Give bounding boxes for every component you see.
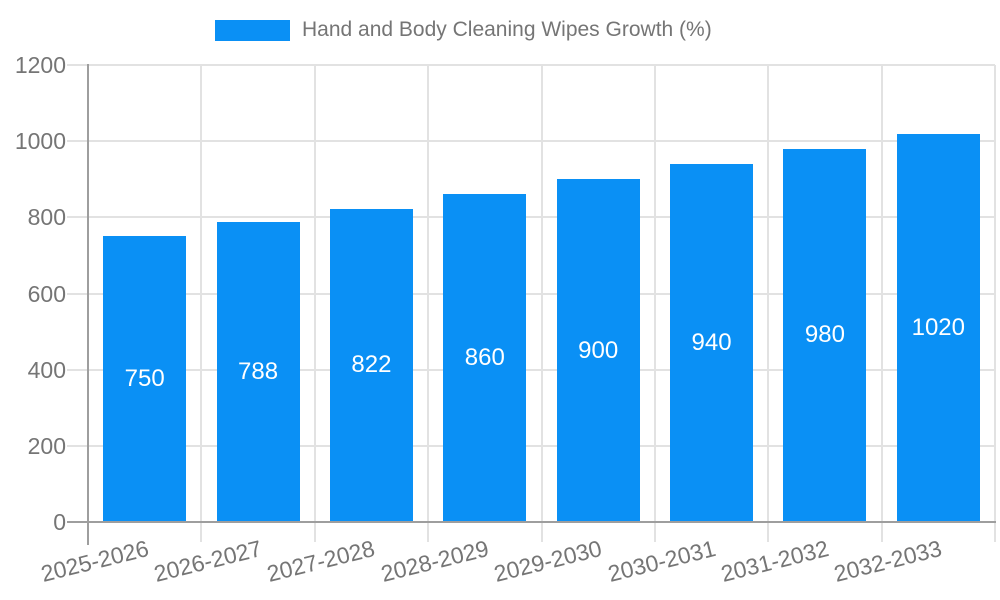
bar-value-label: 822 — [351, 351, 392, 379]
bar-value-label: 788 — [238, 357, 279, 385]
y-axis-tick-label: 800 — [27, 204, 66, 231]
bar-value-label: 900 — [578, 336, 619, 364]
h-gridline — [67, 140, 995, 143]
legend-label: Hand and Body Cleaning Wipes Growth (%) — [302, 18, 712, 41]
x-axis-tick-label: 2030-2031 — [604, 535, 718, 587]
h-gridline — [67, 368, 995, 371]
x-axis-tick-label: 2025-2026 — [37, 535, 151, 587]
bar[interactable]: 788 — [216, 221, 300, 522]
h-gridline — [67, 444, 995, 447]
bar[interactable]: 900 — [556, 179, 640, 522]
bar-value-label: 860 — [464, 344, 505, 372]
bar-value-label: 940 — [691, 329, 732, 356]
h-gridline — [67, 216, 995, 219]
y-axis-tick-label: 200 — [27, 432, 66, 459]
h-gridline — [67, 64, 995, 66]
y-axis-tick-label: 400 — [27, 356, 66, 383]
bar-value-label: 750 — [124, 365, 165, 393]
x-axis-tick-label: 2032-2033 — [831, 535, 945, 587]
bar[interactable]: 860 — [443, 194, 527, 522]
y-axis-tick-label: 600 — [27, 280, 66, 307]
y-axis-tick-label: 0 — [53, 509, 66, 535]
v-gridline — [313, 65, 316, 542]
bar[interactable]: 822 — [329, 208, 413, 522]
v-gridline — [767, 65, 770, 542]
x-axis-tick-label: 2027-2028 — [264, 535, 378, 587]
x-axis-tick-label: 2029-2030 — [491, 535, 605, 587]
bar-value-label: 980 — [804, 321, 845, 349]
v-gridline — [427, 65, 430, 542]
y-axis-line — [87, 64, 89, 545]
bar[interactable]: 750 — [103, 236, 187, 522]
y-axis-tick-label: 1200 — [14, 52, 66, 78]
y-axis-tick-label: 1000 — [14, 128, 66, 155]
h-gridline — [67, 292, 995, 295]
v-gridline — [540, 65, 543, 542]
x-axis-tick-label: 2028-2029 — [378, 535, 492, 587]
v-gridline — [994, 65, 996, 542]
x-axis-tick-label: 2026-2027 — [151, 535, 265, 587]
x-axis-tick-label: 2031-2032 — [718, 535, 832, 587]
legend-swatch — [215, 19, 290, 41]
bar[interactable]: 940 — [670, 164, 754, 522]
v-gridline — [653, 65, 656, 542]
x-axis-line — [67, 521, 996, 523]
v-gridline — [880, 65, 883, 542]
bar[interactable]: 1020 — [896, 133, 980, 522]
bar-value-label: 1020 — [911, 313, 965, 341]
chart-legend: Hand and Body Cleaning Wipes Growth (%) — [215, 16, 712, 44]
v-gridline — [200, 65, 203, 542]
bar[interactable]: 980 — [783, 148, 867, 522]
